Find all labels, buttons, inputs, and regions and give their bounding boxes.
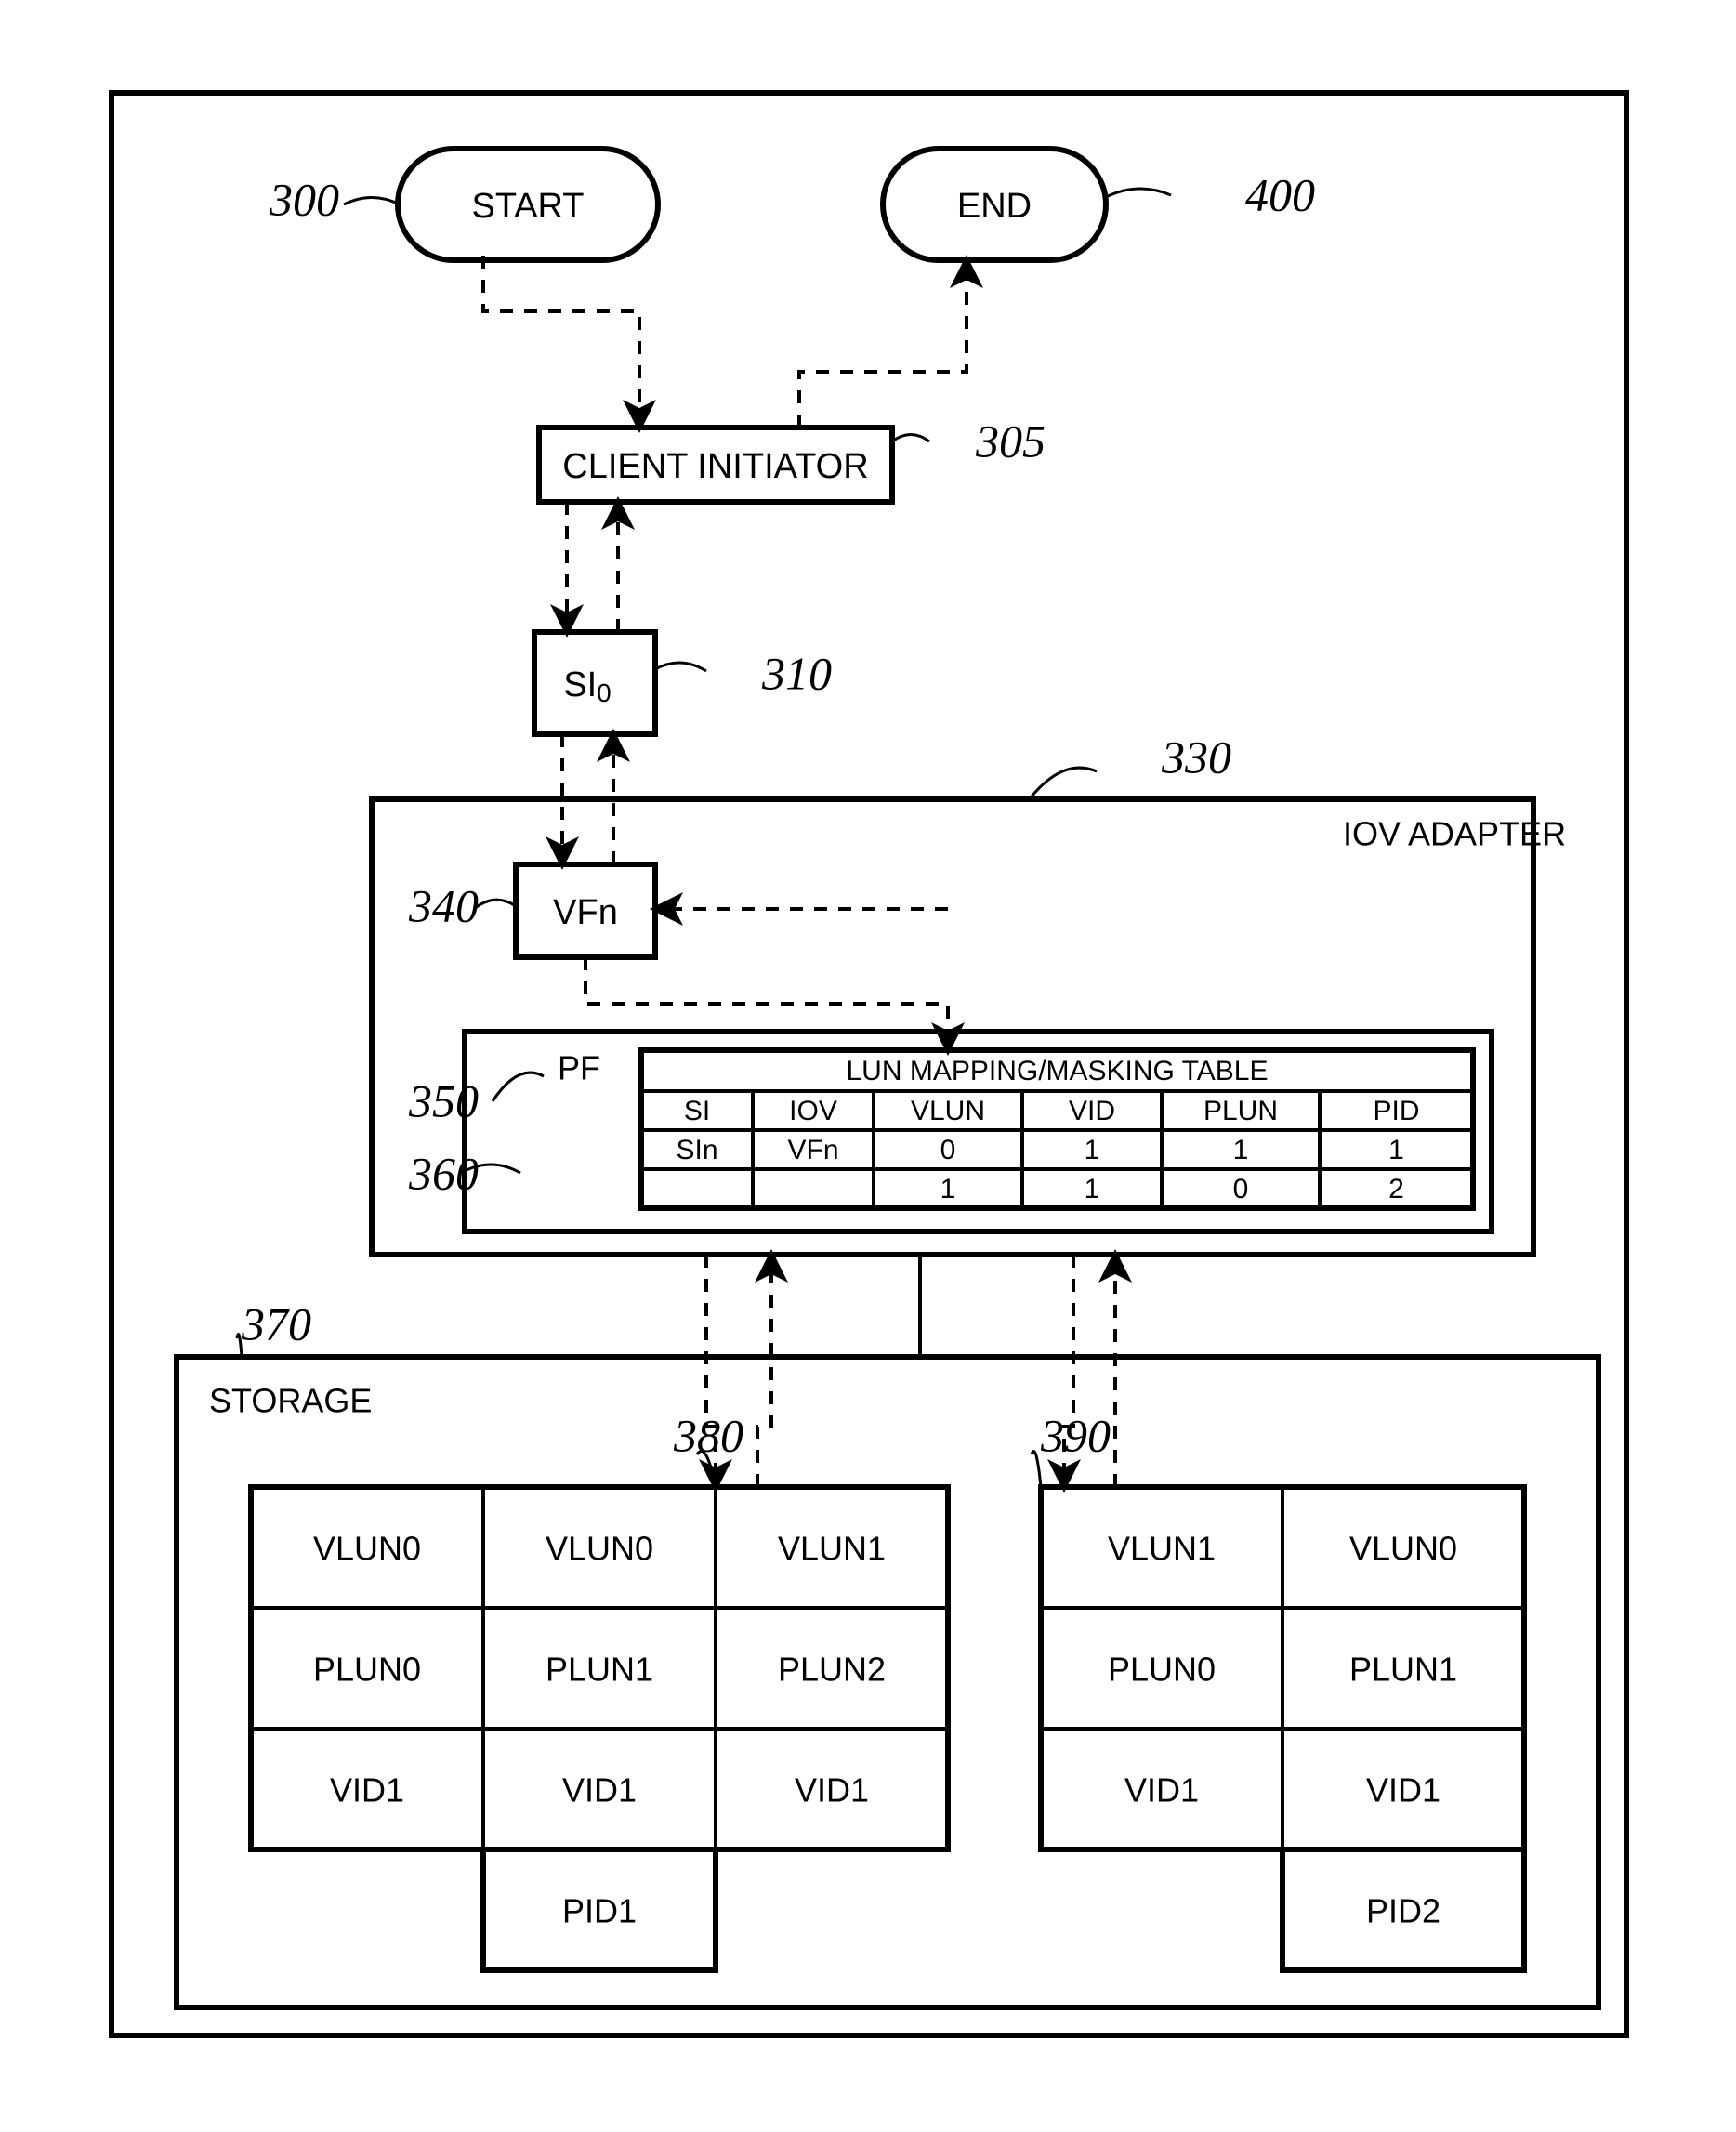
svg-text:SI: SI bbox=[684, 1096, 710, 1126]
svg-text:0: 0 bbox=[1233, 1174, 1249, 1204]
svg-text:PLUN2: PLUN2 bbox=[778, 1651, 886, 1689]
svg-text:PLUN: PLUN bbox=[1203, 1096, 1278, 1126]
svg-text:VID1: VID1 bbox=[795, 1771, 869, 1810]
svg-text:VID1: VID1 bbox=[562, 1771, 637, 1810]
svg-text:VID1: VID1 bbox=[1124, 1771, 1199, 1810]
svg-text:1: 1 bbox=[1388, 1135, 1404, 1165]
svg-text:390: 390 bbox=[1040, 1409, 1111, 1461]
svg-text:PID1: PID1 bbox=[562, 1892, 637, 1930]
svg-text:VFn: VFn bbox=[787, 1135, 838, 1165]
svg-text:0: 0 bbox=[940, 1135, 956, 1165]
svg-text:1: 1 bbox=[1085, 1135, 1100, 1165]
svg-text:IOV ADAPTER: IOV ADAPTER bbox=[1343, 815, 1566, 853]
svg-text:LUN MAPPING/MASKING TABLE: LUN MAPPING/MASKING TABLE bbox=[847, 1056, 1269, 1086]
svg-text:PLUN0: PLUN0 bbox=[1108, 1651, 1216, 1689]
svg-text:1: 1 bbox=[940, 1174, 956, 1204]
svg-text:PF: PF bbox=[558, 1049, 600, 1087]
svg-text:START: START bbox=[471, 187, 584, 226]
svg-text:VLUN: VLUN bbox=[911, 1096, 985, 1126]
svg-text:370: 370 bbox=[241, 1297, 311, 1349]
svg-text:340: 340 bbox=[408, 879, 479, 931]
svg-text:VFn: VFn bbox=[553, 893, 618, 932]
svg-text:1: 1 bbox=[1085, 1174, 1100, 1204]
svg-text:VID1: VID1 bbox=[330, 1771, 404, 1810]
svg-text:VID: VID bbox=[1069, 1096, 1115, 1126]
svg-text:330: 330 bbox=[1161, 730, 1231, 783]
svg-text:310: 310 bbox=[761, 647, 832, 699]
svg-text:1: 1 bbox=[1233, 1135, 1249, 1165]
svg-text:400: 400 bbox=[1245, 168, 1315, 220]
svg-text:360: 360 bbox=[408, 1147, 479, 1199]
svg-text:PID2: PID2 bbox=[1366, 1892, 1440, 1930]
svg-text:PID: PID bbox=[1373, 1096, 1419, 1126]
diagram-canvas: START 300 END 400 CLIENT INITIATOR 305 SI 0 310 I… bbox=[0, 0, 1736, 2132]
svg-text:VLUN1: VLUN1 bbox=[1108, 1530, 1216, 1568]
svg-text:END: END bbox=[957, 187, 1032, 226]
svg-text:VLUN0: VLUN0 bbox=[546, 1530, 653, 1568]
svg-text:PLUN1: PLUN1 bbox=[546, 1651, 653, 1689]
svg-text:VLUN0: VLUN0 bbox=[1349, 1530, 1457, 1568]
svg-text:CLIENT INITIATOR: CLIENT INITIATOR bbox=[562, 447, 868, 486]
svg-text:PLUN0: PLUN0 bbox=[313, 1651, 421, 1689]
svg-text:SIn: SIn bbox=[676, 1135, 717, 1165]
svg-text:300: 300 bbox=[269, 173, 339, 225]
svg-text:VLUN1: VLUN1 bbox=[778, 1530, 886, 1568]
svg-text:350: 350 bbox=[408, 1074, 479, 1126]
svg-text:380: 380 bbox=[673, 1409, 743, 1461]
svg-text:PLUN1: PLUN1 bbox=[1349, 1651, 1457, 1689]
svg-text:305: 305 bbox=[975, 415, 1046, 467]
svg-text:IOV: IOV bbox=[789, 1096, 837, 1126]
svg-text:VLUN0: VLUN0 bbox=[313, 1530, 421, 1568]
svg-text:VID1: VID1 bbox=[1366, 1771, 1440, 1810]
svg-text:2: 2 bbox=[1388, 1174, 1404, 1204]
svg-text:STORAGE: STORAGE bbox=[209, 1382, 372, 1420]
